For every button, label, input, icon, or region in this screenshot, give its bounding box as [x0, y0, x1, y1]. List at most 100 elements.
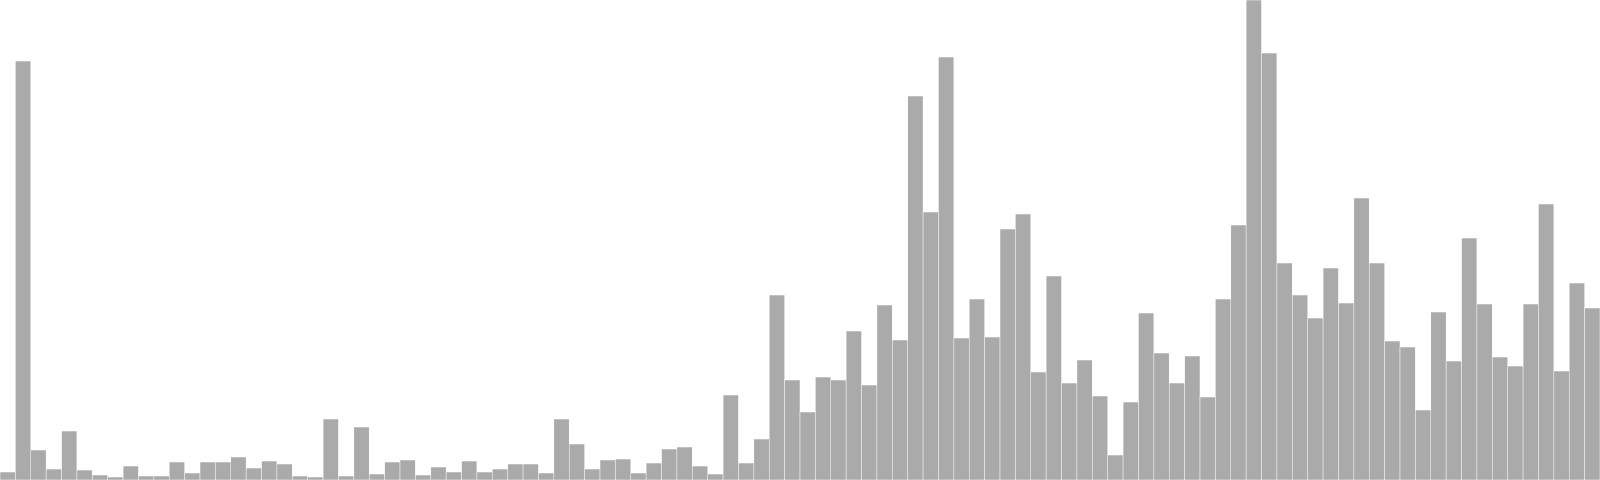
- bar: [199, 461, 216, 480]
- bar: [492, 468, 508, 480]
- bar: [1245, 0, 1262, 480]
- bar: [1230, 224, 1247, 480]
- bar: [476, 471, 493, 480]
- bar: [953, 337, 970, 480]
- bar: [445, 471, 462, 480]
- bar: [1476, 303, 1493, 480]
- bar: [261, 460, 278, 480]
- bar: [907, 95, 924, 480]
- bar: [322, 418, 339, 480]
- bar: [922, 211, 939, 480]
- bar: [892, 339, 908, 480]
- bar: [522, 463, 539, 480]
- bar: [122, 465, 139, 480]
- bar: [1507, 365, 1524, 480]
- bar: [61, 430, 78, 480]
- bar: [876, 304, 893, 480]
- bar: [538, 472, 555, 480]
- bar: [15, 60, 32, 480]
- bar: [292, 475, 308, 480]
- bar: [861, 384, 878, 480]
- bar: [461, 460, 478, 480]
- bar: [1107, 454, 1124, 480]
- bar: [661, 448, 678, 480]
- bar: [1384, 340, 1401, 480]
- bar: [707, 473, 724, 480]
- bar: [1492, 356, 1508, 480]
- bar: [153, 475, 170, 480]
- bar: [1568, 282, 1585, 480]
- bar: [845, 330, 862, 480]
- bar: [45, 468, 62, 480]
- bar: [0, 471, 16, 480]
- bar: [984, 336, 1001, 480]
- bar: [76, 469, 93, 480]
- bar: [1368, 262, 1385, 480]
- bar: [1076, 359, 1093, 480]
- bar: [830, 379, 847, 480]
- bar: [138, 475, 155, 480]
- bar: [245, 467, 262, 480]
- bar: [184, 472, 201, 480]
- bar: [30, 449, 47, 480]
- bar: [784, 379, 801, 480]
- bar: [1445, 360, 1462, 480]
- bar: [415, 474, 432, 480]
- bar: [630, 472, 647, 480]
- bar: [168, 461, 185, 480]
- bar: [1015, 213, 1032, 480]
- bar: [215, 461, 232, 480]
- bar: [768, 294, 785, 480]
- bar: [1322, 267, 1339, 480]
- bar: [1138, 312, 1155, 480]
- bar: [1153, 352, 1170, 480]
- bar: [553, 418, 570, 480]
- bar: [1199, 396, 1216, 480]
- bar: [92, 474, 108, 480]
- bar: [1184, 355, 1201, 480]
- bar: [384, 461, 401, 480]
- bar: [1430, 311, 1447, 480]
- bar: [722, 394, 739, 480]
- bar: [799, 411, 816, 480]
- bar: [1307, 317, 1324, 480]
- bar: [676, 446, 693, 480]
- bar: [1553, 370, 1570, 480]
- bar: [1168, 382, 1185, 480]
- bar: [1045, 275, 1062, 480]
- bar: [1522, 303, 1539, 480]
- bar: [692, 465, 708, 480]
- bar: [1261, 52, 1278, 480]
- bar: [276, 463, 293, 480]
- bar: [584, 468, 601, 480]
- bar: [1061, 382, 1078, 480]
- bar: [507, 463, 524, 480]
- bar: [645, 462, 662, 480]
- bar: [738, 462, 755, 480]
- bar: [1415, 409, 1432, 480]
- bar: [1353, 197, 1370, 480]
- bar: [1461, 237, 1478, 480]
- bar: [1030, 371, 1047, 480]
- bar: [599, 459, 616, 480]
- bar: [1215, 298, 1232, 480]
- bar: [1092, 395, 1108, 480]
- bar: [353, 426, 370, 480]
- bar: [1584, 307, 1600, 480]
- bar: [1292, 294, 1308, 480]
- bar: [1538, 203, 1555, 480]
- bar: [430, 466, 447, 480]
- bar: [815, 376, 832, 480]
- bar: [999, 228, 1016, 480]
- bar: [1338, 302, 1355, 480]
- bar: [368, 473, 385, 480]
- bar: [938, 56, 955, 480]
- bar: [230, 456, 247, 480]
- bar: [399, 459, 416, 480]
- bar: [753, 438, 770, 480]
- bar: [338, 475, 355, 480]
- bar: [968, 298, 985, 480]
- bar: [1399, 346, 1416, 480]
